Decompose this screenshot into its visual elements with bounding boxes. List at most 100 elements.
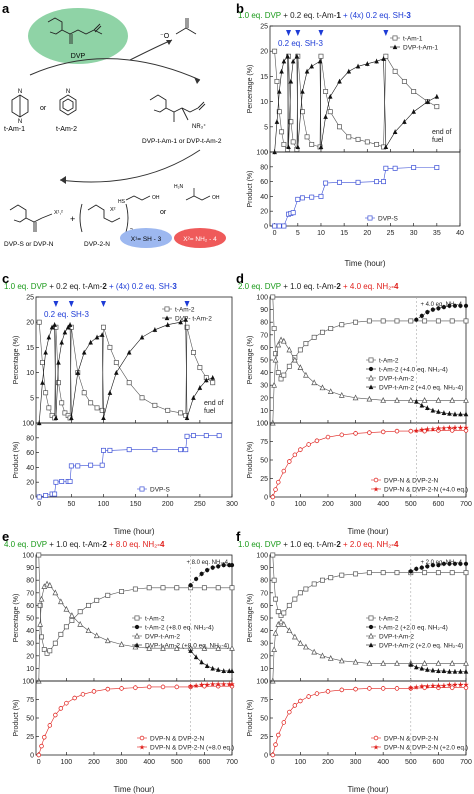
data-point <box>430 307 435 312</box>
nr3-label: NR₃⁺ <box>192 123 206 130</box>
chart-title-c: 1.0 eq. DVP + 0.2 eq. t-Am-2 + (4x) 0.2 … <box>4 282 177 291</box>
data-point <box>184 433 190 439</box>
legend-entry: t-Am-2 (+4.0 eq. NH₂-4) <box>379 367 448 374</box>
data-point <box>271 646 278 652</box>
data-point <box>323 89 329 94</box>
data-point <box>188 583 193 588</box>
series-t-am-2 <box>36 552 235 656</box>
data-point <box>271 381 278 388</box>
legend-entry: t-Am-2 <box>175 307 195 314</box>
title-part: 2 <box>336 282 341 291</box>
data-point <box>101 324 106 330</box>
x-tick-label: 100 <box>61 759 73 766</box>
data-point <box>295 144 301 150</box>
data-point <box>346 68 352 74</box>
forward-arrow-arc <box>29 58 201 81</box>
data-point <box>339 572 345 578</box>
panel-letter-a: a <box>2 1 10 16</box>
data-point <box>314 691 320 696</box>
data-point <box>422 318 428 324</box>
data-point <box>276 732 281 738</box>
data-point <box>203 377 209 383</box>
plot-e-top: 0 10 20 30 40 50 60 70 80 90 100 Percentage (%) t-Am… <box>13 552 235 686</box>
y-tick-label: 70 <box>260 590 268 597</box>
data-point <box>463 669 469 674</box>
x-tick-label: 0 <box>273 230 277 237</box>
x-tick-label: 0 <box>271 759 275 766</box>
data-point <box>411 165 417 170</box>
data-point <box>281 58 287 64</box>
data-point <box>425 99 430 104</box>
data-point <box>286 363 292 369</box>
panel-letter-f: f <box>236 529 241 544</box>
data-point <box>449 318 455 324</box>
legend-entry: DVP-t-Am-2 <box>379 634 414 641</box>
title-part: 2 <box>102 282 107 291</box>
legend-marker <box>139 735 145 741</box>
data-point <box>311 648 318 655</box>
data-point: ★ <box>457 424 463 432</box>
data-point <box>36 552 42 558</box>
y-tick-label: 20 <box>26 320 34 327</box>
data-point <box>292 703 298 708</box>
data-point <box>44 650 50 656</box>
data-point <box>328 575 334 581</box>
data-point <box>355 136 361 142</box>
data-point <box>366 318 372 324</box>
data-point <box>414 317 419 322</box>
y-tick-label: 70 <box>26 590 34 597</box>
data-point <box>119 589 125 594</box>
data-point <box>194 576 199 582</box>
data-point <box>146 684 152 690</box>
series-line <box>38 583 232 682</box>
data-point: ★ <box>215 680 221 688</box>
data-point <box>281 372 287 378</box>
svg-text:HS: HS <box>118 199 126 205</box>
title-part: + 8.0 eq. NH <box>107 540 155 549</box>
data-point <box>47 648 53 654</box>
title-part: -4 <box>391 282 399 291</box>
data-point <box>339 322 345 328</box>
y-tick-label: 0 <box>264 150 268 157</box>
data-point <box>37 620 44 627</box>
fuel-addition-arrow <box>184 301 190 307</box>
x-tick-label: 200 <box>322 501 334 508</box>
or-label-1: or <box>40 105 47 112</box>
data-point: ★ <box>430 682 436 690</box>
data-point <box>59 479 65 484</box>
series-line <box>416 427 466 431</box>
data-point <box>36 494 42 500</box>
y-tick-label: 0 <box>264 753 268 760</box>
data-point <box>430 667 436 673</box>
data-point <box>62 410 68 416</box>
x-tick-label: 40 <box>456 230 464 237</box>
data-point <box>53 415 59 421</box>
y-tick-label: 80 <box>260 578 268 585</box>
y-tick-label: 60 <box>26 603 34 610</box>
data-point <box>221 562 226 568</box>
data-point <box>318 144 324 150</box>
data-point <box>281 141 287 147</box>
data-point: ★ <box>221 680 227 688</box>
y-axis-label: Percentage (%) <box>247 65 254 114</box>
data-point: ★ <box>204 681 210 689</box>
data-point <box>278 336 284 343</box>
y-tick-label: 80 <box>260 320 268 327</box>
y-tick-label: 30 <box>260 383 268 390</box>
data-point <box>152 327 158 332</box>
legend-marker: ★ <box>139 744 145 752</box>
svg-text:OH: OH <box>212 195 220 201</box>
data-point <box>201 585 207 591</box>
data-point <box>300 89 305 94</box>
data-point <box>436 409 441 414</box>
title-part: + (4x) 0.2 eq. SH- <box>107 282 173 291</box>
end-of-fuel-label-c: end of <box>204 400 224 407</box>
data-point <box>327 94 333 99</box>
data-point <box>178 410 184 416</box>
y-tick-label: 90 <box>260 565 268 572</box>
data-point: ★ <box>408 684 414 692</box>
data-point <box>77 620 84 627</box>
data-point <box>276 89 282 94</box>
series-dvp-t-am-2-4-0-eq-nh-4- <box>413 399 469 417</box>
data-point <box>199 571 204 577</box>
